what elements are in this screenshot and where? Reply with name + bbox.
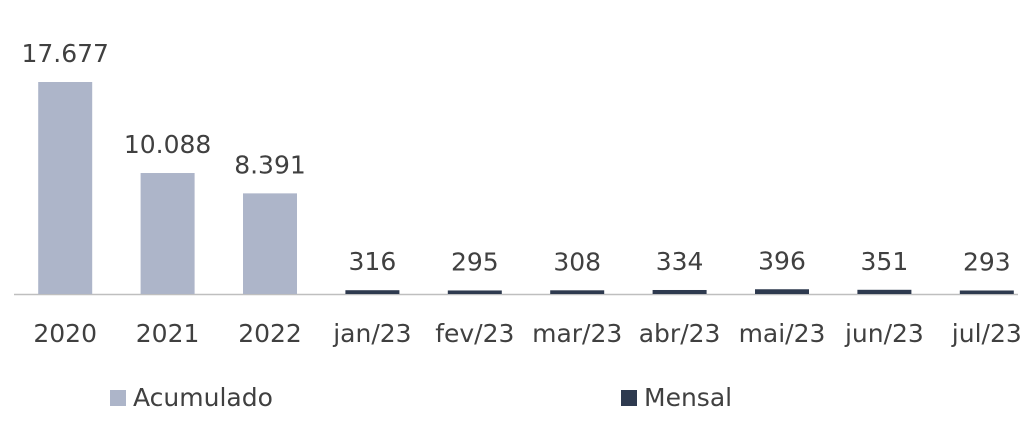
x-tick-label: mai/23 (739, 319, 826, 348)
bar (243, 193, 297, 294)
x-tick-label: 2021 (136, 319, 200, 348)
x-tick-label: jan/23 (332, 319, 411, 348)
x-tick-label: 2022 (238, 319, 302, 348)
legend-label: Mensal (644, 383, 732, 412)
legend-swatch (621, 390, 637, 406)
bar (652, 289, 707, 294)
data-label: 396 (758, 246, 806, 275)
bar (755, 289, 809, 294)
data-label: 295 (451, 247, 499, 276)
data-label: 10.088 (124, 130, 211, 159)
bar (857, 289, 912, 294)
x-tick-label: abr/23 (639, 319, 721, 348)
bar (959, 290, 1014, 294)
data-label: 8.391 (234, 150, 306, 179)
x-tick-label: fev/23 (435, 319, 514, 348)
data-label: 17.677 (21, 39, 108, 68)
data-label: 334 (656, 247, 704, 276)
x-tick-label: 2020 (33, 319, 97, 348)
bar (38, 82, 93, 294)
x-tick-label: jun/23 (844, 319, 924, 348)
legend-label: Acumulado (133, 383, 273, 412)
x-tick-label: mar/23 (532, 319, 622, 348)
legend-swatch (110, 390, 126, 406)
bar (550, 290, 605, 294)
bar (447, 290, 502, 294)
data-label: 351 (861, 247, 909, 276)
bar (140, 173, 195, 294)
data-label: 293 (963, 247, 1011, 276)
x-tick-label: jul/23 (951, 319, 1022, 348)
data-label: 316 (349, 247, 397, 276)
bar (345, 290, 400, 294)
data-label: 308 (553, 247, 601, 276)
